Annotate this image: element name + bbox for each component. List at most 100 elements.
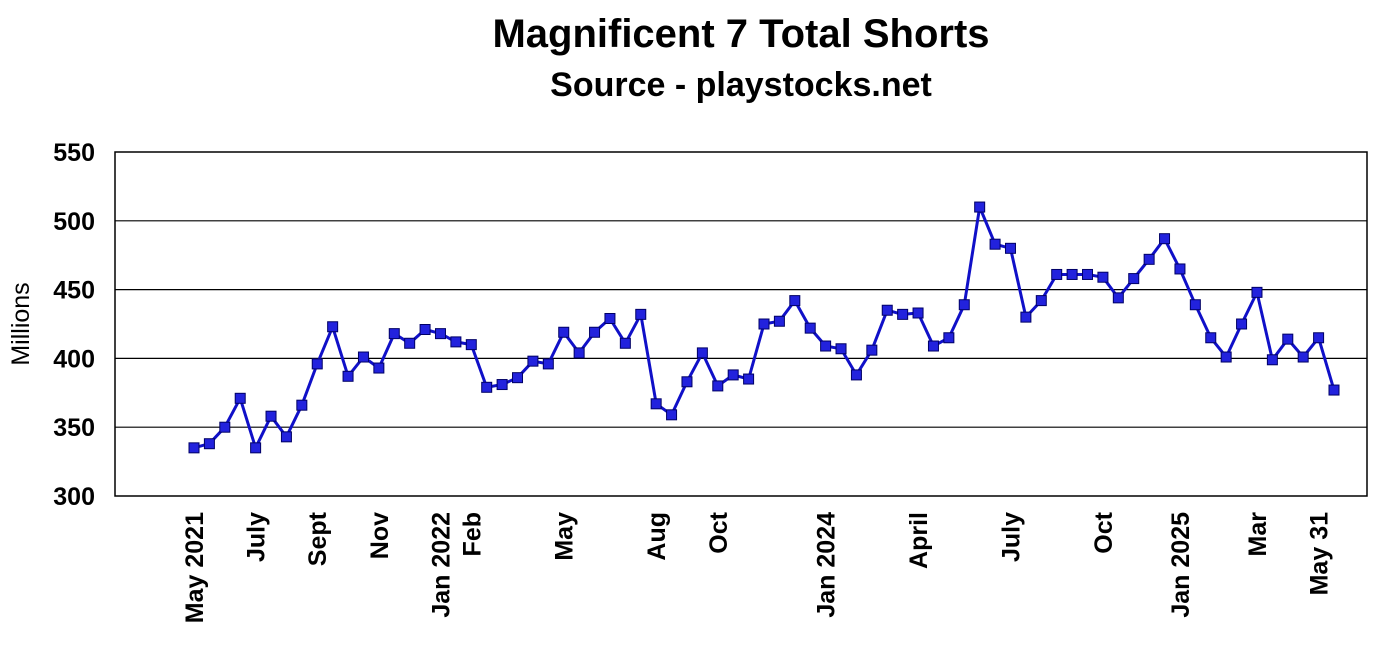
x-tick-label: Aug — [643, 512, 671, 561]
y-axis-label: Millions — [7, 282, 35, 365]
x-tick-label: July — [997, 512, 1025, 562]
data-point — [820, 340, 832, 352]
data-point — [234, 392, 246, 404]
data-point — [1189, 299, 1201, 311]
data-point — [1097, 271, 1109, 283]
data-point — [881, 304, 893, 316]
data-point — [727, 369, 739, 381]
plot-area — [114, 151, 1368, 497]
x-tick-label: Feb — [458, 512, 486, 556]
series-layer — [188, 201, 1340, 454]
data-point — [542, 358, 554, 370]
data-point — [1004, 242, 1016, 254]
data-point — [804, 322, 816, 334]
x-tick-label: Jan 2022 — [427, 512, 455, 618]
data-point — [943, 332, 955, 344]
data-point — [650, 398, 662, 410]
data-point — [573, 347, 585, 359]
data-point — [188, 442, 200, 454]
data-point — [250, 442, 262, 454]
data-point — [357, 351, 369, 363]
data-point — [850, 369, 862, 381]
data-point — [666, 409, 678, 421]
data-point — [1066, 268, 1078, 280]
data-point — [743, 373, 755, 385]
data-point — [1251, 286, 1263, 298]
data-point — [265, 410, 277, 422]
data-point — [1020, 311, 1032, 323]
data-point — [327, 321, 339, 333]
data-point — [758, 318, 770, 330]
data-point — [496, 379, 508, 391]
data-point — [1282, 333, 1294, 345]
data-point — [1143, 253, 1155, 265]
data-point — [388, 328, 400, 340]
data-point — [1174, 263, 1186, 275]
data-point — [619, 337, 631, 349]
chart-title: Magnificent 7 Total Shorts — [492, 12, 990, 56]
y-tick-label: 500 — [53, 208, 95, 236]
x-tick-label: Nov — [366, 512, 394, 559]
x-tick-label: Oct — [1090, 511, 1118, 553]
x-tick-label: May 2021 — [181, 512, 209, 623]
x-tick-label: Jan 2024 — [813, 512, 841, 618]
data-point — [373, 362, 385, 374]
data-point — [512, 372, 524, 384]
data-point — [1297, 351, 1309, 363]
data-point — [558, 326, 570, 338]
data-point — [897, 308, 909, 320]
y-axis: 300 350 400 450 500 550 — [53, 139, 95, 511]
data-point — [419, 324, 431, 336]
x-tick-label: Jan 2025 — [1167, 512, 1195, 618]
data-point — [773, 315, 785, 327]
data-point — [635, 308, 647, 320]
y-tick-label: 450 — [53, 277, 95, 305]
data-point — [958, 299, 970, 311]
data-point — [1128, 273, 1140, 285]
y-tick-label: 300 — [53, 483, 95, 511]
data-point — [342, 370, 354, 382]
data-point — [789, 295, 801, 307]
data-point — [927, 340, 939, 352]
data-point — [1112, 292, 1124, 304]
y-tick-label: 400 — [53, 345, 95, 373]
y-tick-label: 550 — [53, 139, 95, 167]
data-point — [219, 421, 231, 433]
data-point — [481, 381, 493, 393]
data-point — [434, 328, 446, 340]
gridlines — [115, 220, 1367, 428]
data-point — [1082, 268, 1094, 280]
data-point — [974, 201, 986, 213]
data-point — [450, 336, 462, 348]
x-tick-label: July — [243, 512, 271, 562]
data-point — [1159, 233, 1171, 245]
data-point — [1236, 318, 1248, 330]
data-point — [866, 344, 878, 356]
x-tick-label: Oct — [705, 511, 733, 553]
data-point — [1328, 384, 1340, 396]
data-point — [1035, 295, 1047, 307]
data-point — [712, 380, 724, 392]
data-point — [1313, 332, 1325, 344]
x-tick-label: May — [551, 512, 579, 561]
data-point — [1266, 354, 1278, 366]
data-point — [681, 376, 693, 388]
data-point — [1051, 268, 1063, 280]
data-point — [296, 399, 308, 411]
x-tick-label: Sept — [304, 511, 332, 566]
data-point — [404, 337, 416, 349]
data-point — [280, 431, 292, 443]
x-tick-label: Mar — [1244, 512, 1272, 557]
x-tick-label: April — [905, 512, 933, 569]
chart-subtitle: Source - playstocks.net — [550, 66, 932, 104]
y-tick-label: 350 — [53, 414, 95, 442]
data-point — [311, 358, 323, 370]
data-point — [203, 438, 215, 450]
data-point — [465, 339, 477, 351]
x-axis: May 2021 July Sept Nov Jan 2022 Feb May Aug Oct J… — [181, 511, 1334, 623]
data-point — [912, 307, 924, 319]
data-point — [527, 355, 539, 367]
data-point — [835, 343, 847, 355]
data-point — [696, 347, 708, 359]
